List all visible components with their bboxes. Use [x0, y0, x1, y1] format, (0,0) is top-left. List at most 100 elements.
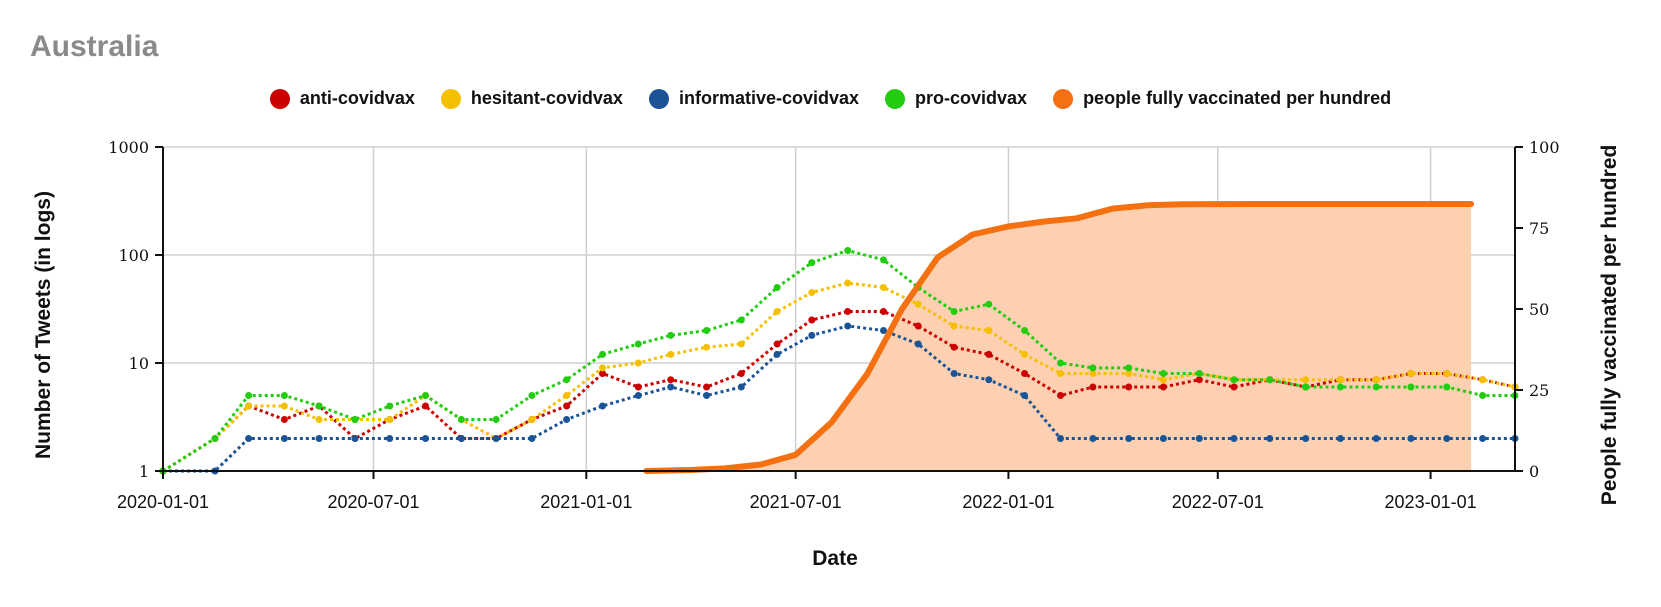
data-point [667, 376, 675, 384]
legend: anti-covidvax hesitant-covidvax informativ… [0, 88, 1661, 109]
data-point [1159, 370, 1167, 377]
y-axis-label: Number of Tweets (in logs) [32, 191, 55, 459]
data-point [1195, 370, 1203, 377]
data-point [599, 350, 606, 358]
x-tick-label: 2020-01-01 [117, 492, 209, 512]
data-point [492, 435, 500, 442]
vaccination-line [643, 201, 1475, 474]
data-point [1125, 383, 1133, 391]
y2-tick-label: 75 [1529, 219, 1549, 238]
data-point [315, 402, 323, 410]
data-point [950, 308, 958, 315]
x-tick-label: 2022-07-01 [1172, 492, 1264, 512]
data-point [667, 350, 675, 358]
data-point [1479, 435, 1487, 442]
data-point [1125, 364, 1133, 372]
data-point [703, 383, 711, 391]
data-point [808, 289, 816, 296]
data-point [773, 350, 781, 358]
data-point [1230, 376, 1238, 384]
data-point [245, 435, 253, 442]
legend-swatch [885, 88, 906, 109]
data-point [351, 435, 359, 442]
data-point [280, 416, 288, 423]
data-point [914, 300, 922, 308]
y2-tick-label: 50 [1529, 300, 1549, 319]
data-point [844, 279, 852, 287]
data-point [985, 300, 993, 308]
legend-label: people fully vaccinated per hundred [1083, 88, 1392, 108]
x-tick-label: 2021-07-01 [750, 492, 842, 512]
legend-label: hesitant-covidvax [470, 88, 623, 108]
data-point [1195, 376, 1203, 384]
data-point [457, 435, 465, 442]
data-point [914, 322, 922, 330]
data-point [563, 376, 571, 384]
series-line [162, 310, 1516, 473]
data-point [950, 322, 958, 330]
data-point [351, 416, 359, 423]
data-point [1336, 383, 1344, 391]
data-point [1057, 370, 1064, 377]
y2-tick-label: 0 [1529, 462, 1539, 481]
data-point [1230, 435, 1238, 442]
data-point [737, 316, 745, 324]
data-point [1372, 435, 1380, 442]
data-point [1195, 435, 1203, 442]
data-point [386, 416, 394, 423]
x-tick-label: 2023-01-01 [1385, 492, 1477, 512]
data-point [563, 392, 571, 399]
y-tick-label: 10 [129, 354, 149, 373]
x-tick-label: 2020-07-01 [327, 492, 419, 512]
data-point [1302, 383, 1310, 391]
data-point [280, 402, 288, 410]
data-point [386, 435, 394, 442]
data-point [950, 370, 958, 377]
series-pro-covidvax [159, 247, 1519, 475]
legend-label: anti-covidvax [299, 88, 415, 108]
legend-item: informative-covidvax [648, 88, 860, 109]
data-point [245, 402, 253, 410]
series-informative-covidvax [159, 322, 1519, 475]
data-point [599, 370, 606, 377]
data-point [1230, 383, 1238, 391]
legend-item: hesitant-covidvax [440, 88, 623, 109]
vaccination-area [646, 204, 1472, 471]
data-point [950, 343, 958, 351]
legend-item: people fully vaccinated per hundred [1053, 88, 1391, 109]
data-point [1407, 383, 1415, 391]
y-tick-label: 100 [118, 246, 149, 265]
vaccination-line-layer [643, 201, 1475, 474]
data-point [1443, 435, 1451, 442]
data-point [634, 359, 642, 367]
data-point [1266, 376, 1274, 384]
legend-item: anti-covidvax [269, 88, 415, 109]
data-point [280, 392, 288, 399]
data-point [280, 435, 288, 442]
data-point [1443, 370, 1451, 377]
data-point [634, 340, 642, 348]
y2-tick-label: 100 [1529, 138, 1560, 157]
data-point [880, 327, 887, 334]
data-point [599, 364, 606, 372]
data-point [1302, 376, 1310, 384]
data-point [1021, 350, 1029, 358]
data-point [492, 416, 500, 423]
legend-label: informative-covidvax [678, 88, 860, 108]
data-point [1443, 383, 1451, 391]
data-point [880, 256, 887, 264]
data-point [1336, 435, 1344, 442]
data-point [634, 383, 642, 391]
x-tick-label: 2022-01-01 [962, 492, 1054, 512]
data-point [315, 416, 323, 423]
data-point [880, 308, 887, 315]
data-point [773, 284, 781, 291]
data-point [844, 247, 852, 254]
data-point [1125, 435, 1133, 442]
data-point [1336, 376, 1344, 384]
data-point [599, 402, 606, 410]
data-point [1021, 327, 1029, 334]
data-point [1372, 376, 1380, 384]
data-point [703, 327, 711, 334]
data-point [1089, 435, 1097, 442]
